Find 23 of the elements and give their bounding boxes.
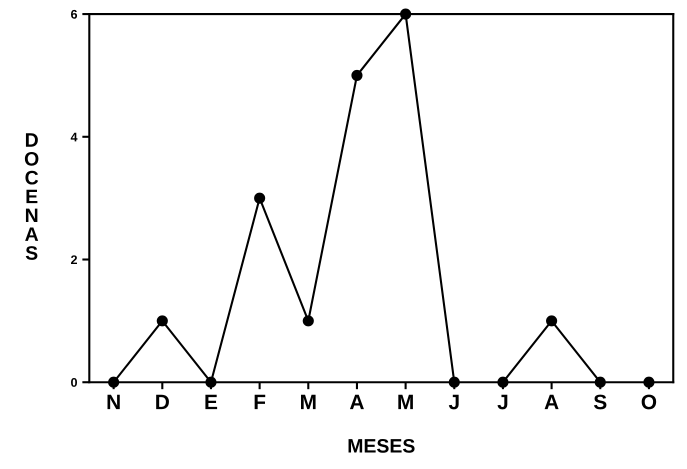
point: [302, 315, 314, 326]
point: [351, 70, 363, 81]
y-tick-label: 4: [70, 132, 78, 142]
x-tick-label: J: [497, 394, 508, 410]
x-tick-label: O: [642, 394, 656, 410]
y-tick-label: 2: [70, 255, 78, 264]
x-tick-label: J: [448, 394, 459, 410]
y-axis-title: DOCENAS: [24, 133, 38, 260]
y-tick-label: 0: [71, 378, 77, 387]
y-tick-label: 6: [71, 10, 78, 19]
x-tick-label: F: [254, 394, 266, 410]
x-tick-label: A: [350, 394, 364, 410]
point: [156, 315, 168, 326]
x-tick-label: M: [398, 394, 413, 410]
point: [254, 192, 266, 204]
x-axis-title: MESES: [348, 438, 415, 453]
x-tick-label: D: [156, 394, 169, 410]
x-tick-label: E: [205, 394, 218, 410]
point: [546, 315, 558, 326]
x-tick-label: M: [301, 394, 316, 410]
x-tick-label: S: [594, 394, 606, 410]
x-tick-label: A: [544, 394, 559, 410]
x-tick-label: N: [108, 394, 120, 410]
